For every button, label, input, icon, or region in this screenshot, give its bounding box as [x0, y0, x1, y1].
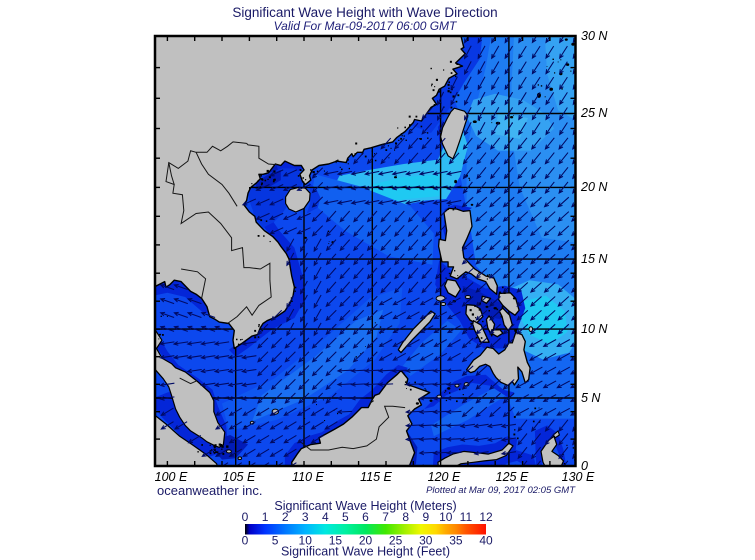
- svg-text:40: 40: [479, 534, 493, 548]
- svg-text:Significant Wave Height with W: Significant Wave Height with Wave Direct…: [232, 5, 497, 20]
- svg-text:0: 0: [242, 534, 249, 548]
- svg-text:12: 12: [479, 510, 493, 524]
- svg-text:8: 8: [402, 510, 409, 524]
- svg-text:1: 1: [262, 510, 269, 524]
- svg-text:7: 7: [382, 510, 389, 524]
- svg-text:15 N: 15 N: [581, 252, 608, 266]
- svg-text:125 E: 125 E: [496, 470, 529, 484]
- svg-text:0: 0: [581, 459, 588, 473]
- svg-text:120 E: 120 E: [428, 470, 461, 484]
- svg-text:130 E: 130 E: [562, 470, 595, 484]
- svg-text:5 N: 5 N: [581, 391, 601, 405]
- svg-text:105 E: 105 E: [223, 470, 256, 484]
- svg-text:20 N: 20 N: [580, 180, 608, 194]
- svg-text:30: 30: [419, 534, 433, 548]
- svg-text:20: 20: [359, 534, 373, 548]
- svg-text:Significant Wave Height (Feet): Significant Wave Height (Feet): [281, 545, 450, 559]
- svg-text:30 N: 30 N: [581, 29, 608, 43]
- svg-text:Plotted at Mar 09, 2017 02:05: Plotted at Mar 09, 2017 02:05 GMT: [426, 485, 576, 496]
- svg-text:4: 4: [322, 510, 329, 524]
- svg-text:9: 9: [422, 510, 429, 524]
- svg-text:35: 35: [449, 534, 463, 548]
- svg-text:oceanweather inc.: oceanweather inc.: [157, 483, 263, 498]
- svg-text:Valid For Mar-09-2017 06:00 GM: Valid For Mar-09-2017 06:00 GMT: [274, 19, 458, 33]
- svg-text:0: 0: [242, 510, 249, 524]
- svg-text:5: 5: [342, 510, 349, 524]
- svg-text:2: 2: [282, 510, 289, 524]
- svg-text:10: 10: [439, 510, 453, 524]
- svg-text:115 E: 115 E: [360, 470, 392, 484]
- svg-text:5: 5: [272, 534, 279, 548]
- svg-text:110 E: 110 E: [292, 470, 324, 484]
- svg-text:11: 11: [460, 510, 473, 524]
- svg-text:10: 10: [299, 534, 313, 548]
- svg-text:10 N: 10 N: [581, 322, 608, 336]
- svg-text:100 E: 100 E: [155, 470, 188, 484]
- svg-text:3: 3: [302, 510, 309, 524]
- svg-text:15: 15: [329, 534, 343, 548]
- svg-text:25 N: 25 N: [580, 106, 608, 120]
- svg-text:25: 25: [389, 534, 403, 548]
- svg-text:Significant Wave Height (Meter: Significant Wave Height (Meters): [274, 499, 456, 513]
- svg-text:6: 6: [362, 510, 369, 524]
